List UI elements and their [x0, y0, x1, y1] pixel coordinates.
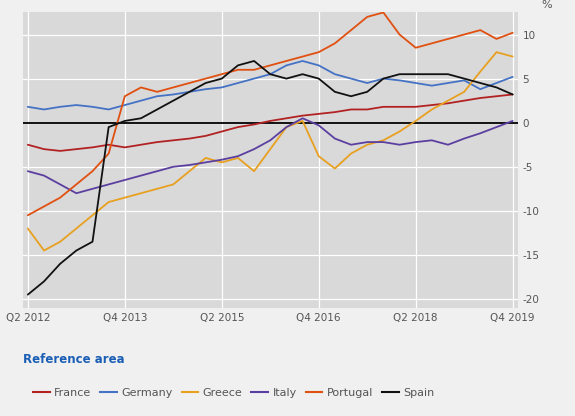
- Text: Reference area: Reference area: [23, 353, 125, 366]
- Legend: France, Germany, Greece, Italy, Portugal, Spain: France, Germany, Greece, Italy, Portugal…: [29, 383, 439, 402]
- Text: %: %: [541, 0, 552, 10]
